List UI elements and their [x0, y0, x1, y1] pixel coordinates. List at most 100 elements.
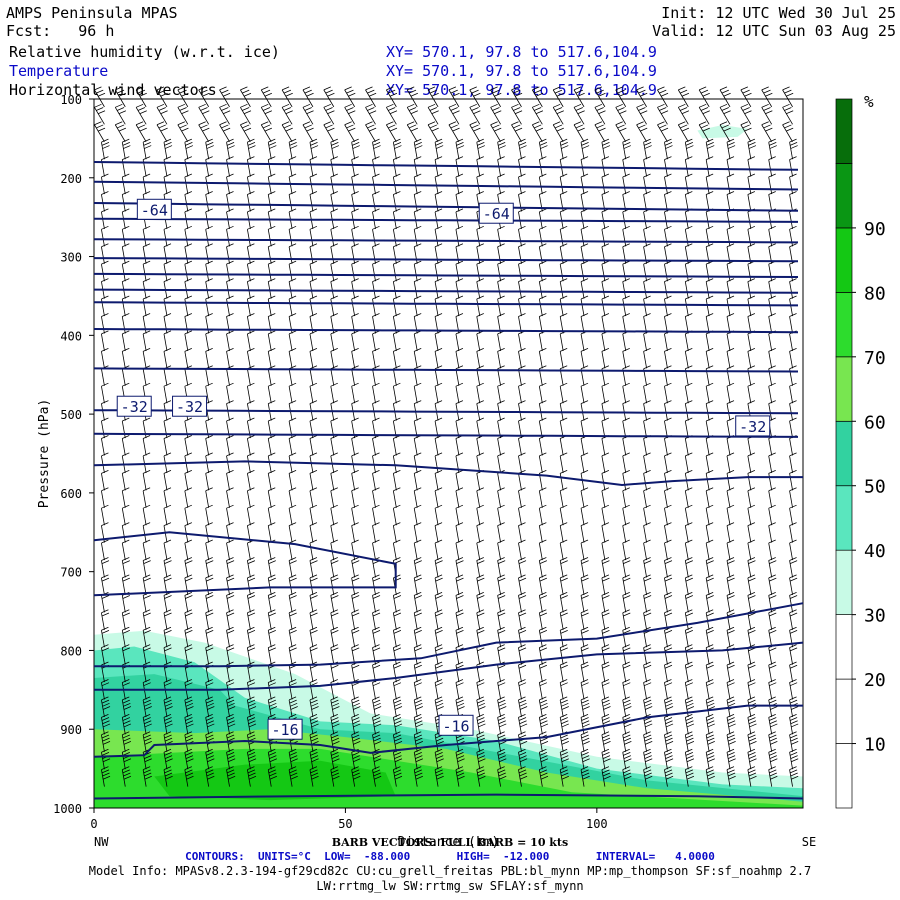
barb-flag — [580, 504, 589, 509]
wind-barb — [573, 103, 585, 125]
barb-flag — [247, 504, 255, 509]
wind-barb — [288, 452, 297, 473]
barb-flag — [478, 758, 486, 763]
barb-flag — [643, 609, 651, 614]
barb-flag — [434, 661, 443, 666]
barb-flag — [768, 452, 776, 457]
wind-barb — [455, 574, 464, 595]
barb-flag — [393, 557, 401, 561]
barb-flag — [226, 713, 234, 718]
barb-flag — [498, 720, 506, 725]
wind-barb — [476, 748, 486, 770]
barb-flag — [636, 86, 644, 91]
barb-flag — [456, 772, 465, 777]
wind-barb — [205, 225, 213, 247]
barb-shaft — [664, 229, 668, 247]
wind-barb — [747, 435, 756, 456]
wind-barb — [427, 86, 439, 108]
barb-flag — [707, 758, 715, 763]
barb-flag — [455, 382, 464, 387]
wind-barb — [643, 347, 651, 369]
barb-flag — [660, 127, 669, 132]
wind-barb — [726, 452, 735, 473]
barb-flag — [268, 577, 276, 582]
barb-flag — [330, 435, 338, 439]
barb-flag — [765, 92, 773, 97]
plot-frame — [93, 98, 804, 809]
wind-barb — [392, 260, 401, 282]
barb-shaft — [726, 386, 731, 404]
barb-flag — [681, 92, 690, 97]
barb-shaft — [518, 525, 522, 543]
barb-flag — [601, 731, 610, 736]
barb-shaft — [726, 351, 731, 369]
wind-barb — [684, 191, 693, 212]
wind-barb — [726, 766, 736, 787]
wind-barb — [267, 574, 276, 595]
barb-flag — [622, 400, 630, 404]
wind-barb — [330, 713, 340, 735]
barb-shaft — [740, 107, 752, 125]
barb-flag — [685, 699, 694, 704]
wind-barb — [226, 452, 234, 473]
barb-flag — [226, 260, 234, 265]
barb-shaft — [455, 229, 460, 247]
barb-shaft — [518, 246, 522, 264]
barb-flag — [323, 103, 331, 108]
wind-barb — [747, 661, 756, 683]
barb-flag — [368, 92, 377, 97]
barb-shaft — [677, 107, 689, 125]
wind-barb — [684, 487, 693, 508]
barb-shaft — [664, 490, 668, 508]
barb-flag — [706, 278, 714, 282]
wind-barb — [664, 435, 672, 456]
barb-flag — [435, 772, 444, 777]
barb-flag — [268, 769, 276, 774]
barb-flag — [269, 758, 278, 763]
barb-flag — [226, 752, 235, 756]
barb-flag — [122, 609, 130, 614]
barb-flag — [226, 577, 235, 582]
wind-barb — [205, 766, 215, 787]
barb-flag — [351, 713, 359, 718]
barb-flag — [518, 156, 526, 160]
barb-flag — [372, 295, 380, 300]
barb-flag — [657, 121, 665, 126]
wind-barb — [434, 591, 443, 613]
barb-flag — [122, 156, 130, 160]
wind-barb — [698, 121, 710, 142]
barb-shaft — [219, 107, 230, 125]
barb-flag — [601, 313, 610, 317]
barb-flag — [726, 347, 735, 352]
wind-barb — [559, 435, 568, 456]
barb-shaft — [413, 455, 418, 473]
wind-barb — [476, 609, 485, 630]
barb-flag — [330, 713, 338, 718]
barb-flag — [96, 124, 104, 129]
barb-shaft — [497, 438, 502, 456]
barb-flag — [747, 243, 756, 248]
barb-flag — [330, 696, 338, 701]
barb-shaft — [226, 438, 230, 456]
barb-flag — [288, 522, 297, 526]
barb-flag — [770, 741, 778, 745]
barb-shaft — [559, 473, 564, 491]
barb-flag — [706, 644, 714, 648]
barb-flag — [560, 713, 568, 718]
barb-shaft — [330, 246, 335, 264]
barb-flag — [747, 522, 756, 526]
barb-flag — [122, 435, 130, 439]
barb-flag — [372, 347, 380, 352]
barb-shaft — [163, 473, 168, 491]
barb-shaft — [664, 298, 668, 317]
wind-barb — [761, 103, 773, 125]
barb-shaft — [434, 229, 439, 247]
barb-flag — [330, 626, 338, 631]
wind-barb — [455, 365, 464, 386]
barb-flag — [414, 626, 422, 631]
barb-flag — [289, 577, 297, 582]
barb-flag — [101, 141, 110, 146]
wind-barb — [163, 696, 173, 717]
wind-barb — [580, 487, 589, 508]
wind-barb — [121, 313, 130, 334]
